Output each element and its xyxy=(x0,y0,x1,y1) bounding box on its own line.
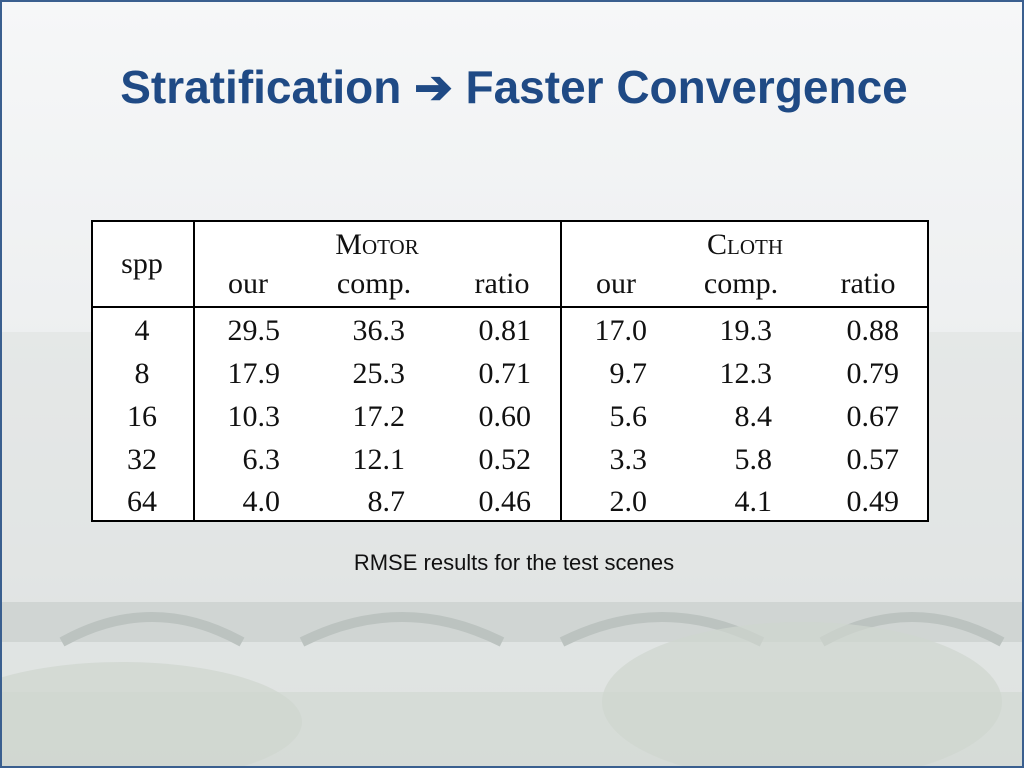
value-cell: 0.57 xyxy=(846,443,900,476)
value-cell: 6.3 xyxy=(242,443,281,476)
value-cell: 17.2 xyxy=(352,400,406,433)
value-cell: 4.1 xyxy=(734,485,773,518)
value-cell: 9.7 xyxy=(609,357,648,390)
value-cell: 17.0 xyxy=(594,314,648,347)
value-cell: 19.3 xyxy=(719,314,773,347)
value-cell: 0.79 xyxy=(846,357,900,390)
value-cell: 0.49 xyxy=(846,485,900,518)
value-cell: 0.81 xyxy=(478,314,532,347)
value-cell: 25.3 xyxy=(352,357,406,390)
value-cell: 0.67 xyxy=(846,400,900,433)
column-header: comp. xyxy=(703,267,779,300)
column-header: our xyxy=(228,267,268,300)
value-cell: 5.6 xyxy=(609,400,648,433)
value-cell: 4.0 xyxy=(242,485,281,518)
column-rule xyxy=(193,222,195,520)
value-cell: 0.52 xyxy=(478,443,532,476)
spp-cell: 64 xyxy=(127,485,157,518)
table-caption: RMSE results for the test scenes xyxy=(353,550,675,575)
value-cell: 12.3 xyxy=(719,357,773,390)
value-cell: 2.0 xyxy=(609,485,648,518)
value-cell: 0.46 xyxy=(478,485,532,518)
column-header: our xyxy=(596,267,636,300)
value-cell: 3.3 xyxy=(609,443,648,476)
group-header: Cloth xyxy=(707,228,783,261)
column-rule xyxy=(560,222,562,520)
column-header: comp. xyxy=(336,267,412,300)
header-rule xyxy=(93,306,927,308)
results-table: spp Motor Cloth our comp. ratio our comp. ratio 4… xyxy=(91,220,929,522)
spp-cell: 8 xyxy=(134,357,150,390)
value-cell: 10.3 xyxy=(227,400,281,433)
spp-cell: 16 xyxy=(127,400,157,433)
value-cell: 5.8 xyxy=(734,443,773,476)
value-cell: 29.5 xyxy=(227,314,281,347)
value-cell: 0.71 xyxy=(478,357,532,390)
corner-header: spp xyxy=(121,247,163,280)
value-cell: 8.7 xyxy=(367,485,406,518)
value-cell: 8.4 xyxy=(734,400,773,433)
value-cell: 12.1 xyxy=(352,443,406,476)
spp-cell: 32 xyxy=(127,443,157,476)
value-cell: 0.60 xyxy=(478,400,532,433)
value-cell: 17.9 xyxy=(227,357,281,390)
slide-title: Stratification ➔ Faster Convergence xyxy=(120,61,908,113)
spp-cell: 4 xyxy=(134,314,150,347)
column-header: ratio xyxy=(840,267,896,300)
column-header: ratio xyxy=(474,267,530,300)
group-header: Motor xyxy=(335,228,419,261)
value-cell: 0.88 xyxy=(846,314,900,347)
value-cell: 36.3 xyxy=(352,314,406,347)
